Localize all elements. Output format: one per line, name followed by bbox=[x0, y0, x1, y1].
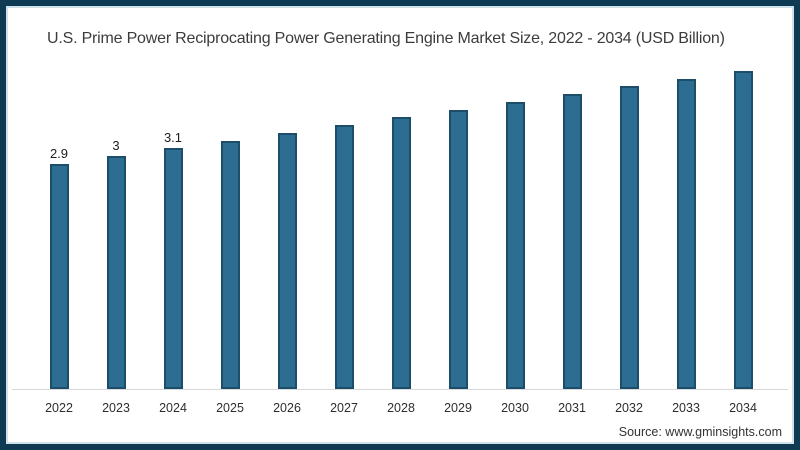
bar-2023 bbox=[106, 156, 126, 389]
bar-2026 bbox=[277, 133, 297, 389]
x-tick-2022: 2022 bbox=[45, 401, 73, 415]
bar-2033 bbox=[676, 79, 696, 389]
x-tick-2033: 2033 bbox=[672, 401, 700, 415]
x-tick-2029: 2029 bbox=[444, 401, 472, 415]
bar-2022 bbox=[49, 164, 69, 389]
source-attribution: Source: www.gminsights.com bbox=[618, 425, 782, 439]
bar-2029 bbox=[448, 110, 468, 389]
bar-2034 bbox=[733, 71, 753, 389]
x-tick-2030: 2030 bbox=[501, 401, 529, 415]
x-tick-2034: 2034 bbox=[729, 401, 757, 415]
bar-2024 bbox=[163, 148, 183, 389]
x-tick-2026: 2026 bbox=[273, 401, 301, 415]
value-label-2023: 3 bbox=[112, 138, 120, 153]
x-tick-2025: 2025 bbox=[216, 401, 244, 415]
chart-title: U.S. Prime Power Reciprocating Power Gen… bbox=[47, 30, 725, 47]
x-tick-2028: 2028 bbox=[387, 401, 415, 415]
bar-2031 bbox=[562, 94, 582, 389]
value-label-2024: 3.1 bbox=[163, 130, 183, 145]
bar-2028 bbox=[391, 117, 411, 389]
x-axis-line bbox=[12, 389, 788, 390]
bar-2032 bbox=[619, 86, 639, 389]
bar-2027 bbox=[334, 125, 354, 389]
x-tick-2031: 2031 bbox=[558, 401, 586, 415]
plot-area: 2.9 2022 3 2023 3.1 2024 2025 2026 2027 2028 2029 2… bbox=[6, 6, 794, 444]
x-tick-2027: 2027 bbox=[330, 401, 358, 415]
value-label-2022: 2.9 bbox=[49, 146, 69, 161]
x-tick-2032: 2032 bbox=[615, 401, 643, 415]
x-tick-2023: 2023 bbox=[102, 401, 130, 415]
bar-2030 bbox=[505, 102, 525, 389]
bar-2025 bbox=[220, 141, 240, 389]
x-tick-2024: 2024 bbox=[159, 401, 187, 415]
